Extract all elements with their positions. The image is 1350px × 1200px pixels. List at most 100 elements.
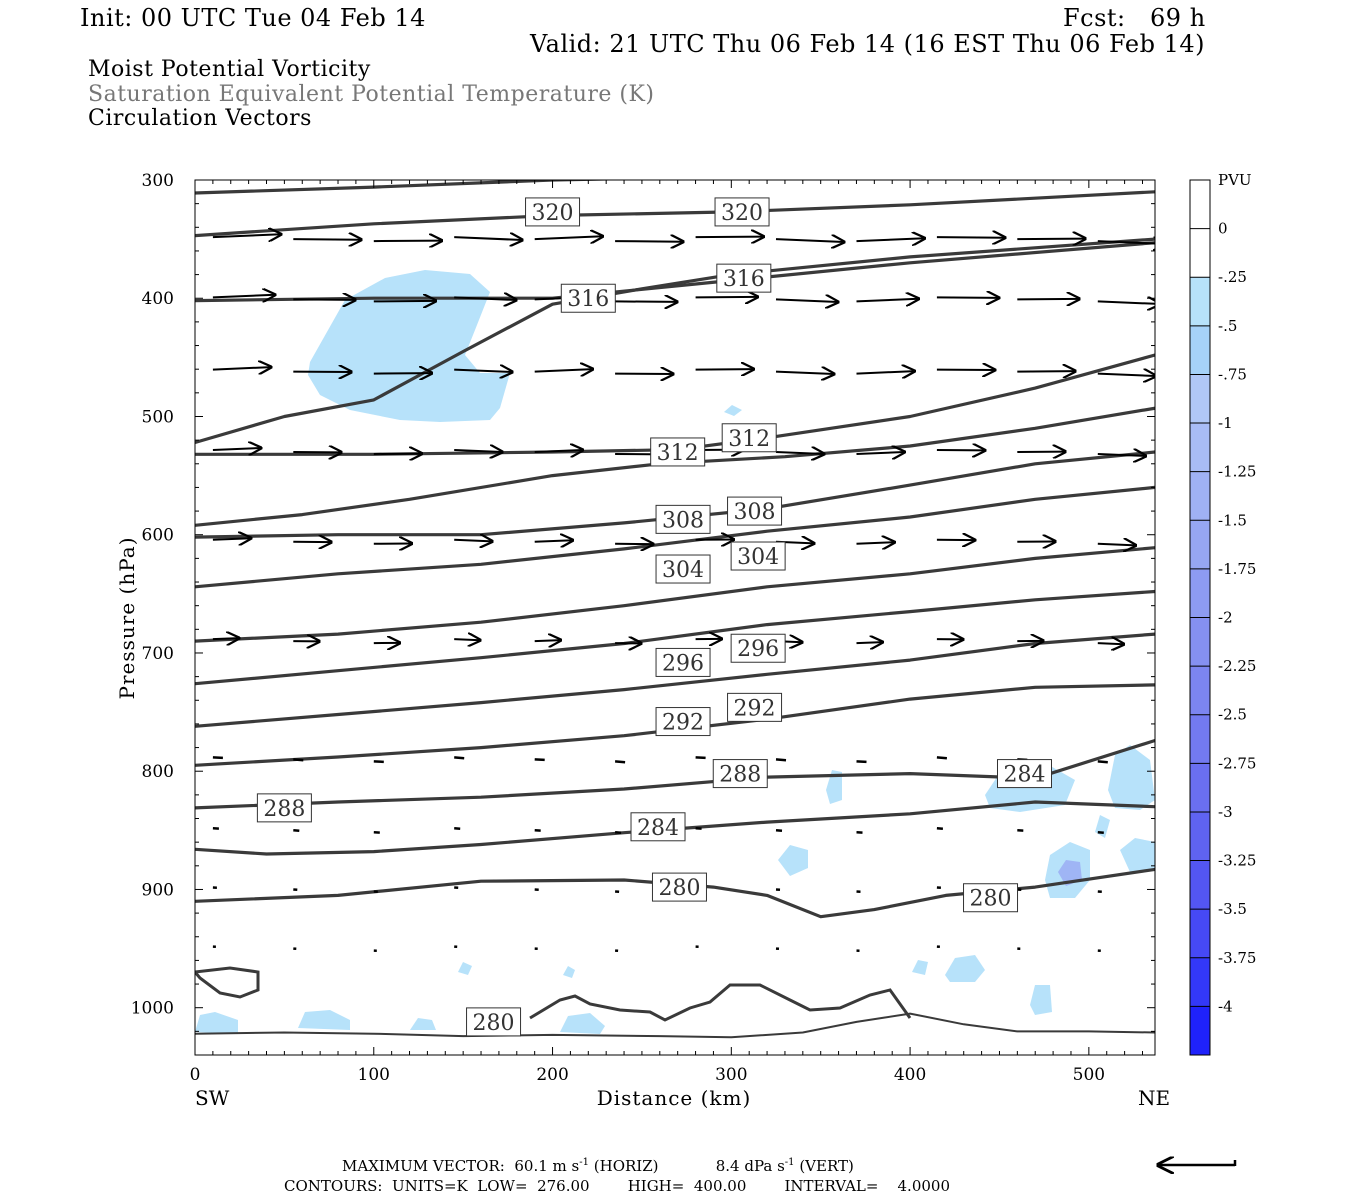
contour-label: 308 [655, 504, 711, 534]
colorbar-label: -3.5 [1218, 900, 1247, 918]
isentrope-contours [195, 180, 1155, 1039]
colorbar-swatch [1190, 374, 1210, 424]
contour-label-box [730, 633, 786, 663]
contour-label-text: 312 [657, 441, 699, 466]
contour-label: 312 [650, 437, 706, 467]
circulation-vector [1017, 371, 1075, 372]
contour-label-text: 316 [723, 267, 765, 292]
init-time: Init: 00 UTC Tue 04 Feb 14 [80, 4, 426, 32]
isentrope-line [195, 546, 1155, 643]
colorbar-label: -4 [1218, 997, 1233, 1015]
sw-label: SW [195, 1086, 230, 1110]
circulation-vector [856, 299, 919, 302]
contour-label-text: 320 [532, 201, 574, 226]
circulation-vector [1097, 544, 1136, 546]
circulation-vector [212, 295, 275, 298]
colorbar-swatch [1190, 909, 1210, 959]
circulation-vector [454, 639, 480, 640]
contour-label-box [466, 1007, 522, 1037]
circulation-vector [293, 299, 355, 300]
contour-label-text: 284 [637, 816, 679, 841]
circulation-vector [775, 239, 844, 242]
isentrope-line [195, 190, 1155, 238]
mpv-region-right-2 [1108, 745, 1155, 810]
circulation-vector [454, 827, 461, 831]
valid-time: Valid: 21 UTC Thu 06 Feb 14 (16 EST Thu … [530, 30, 1205, 58]
contour-label-box [630, 812, 686, 842]
isentrope-line [195, 589, 1155, 686]
mpv-region-bottom-1 [195, 1012, 238, 1034]
contour-label: 316 [560, 283, 616, 313]
contour-label-box [714, 197, 770, 227]
colorbar-label: -1.25 [1218, 463, 1256, 481]
surface-closed-contour [195, 966, 260, 999]
colorbar-swatch [1190, 520, 1210, 570]
x-tick-label: 300 [715, 1065, 747, 1085]
contour-label-box [655, 647, 711, 677]
circulation-vector [775, 372, 834, 374]
circulation-vector [534, 450, 583, 452]
colorbar-label: -.75 [1218, 365, 1247, 383]
circulation-vector [1097, 643, 1124, 644]
circulation-vector [856, 542, 895, 544]
axis-ticks: 300 400 500 600 700 800 900 1000 0 100 200 300 400 50… [131, 171, 1155, 1085]
horiz-exponent: -1 [579, 1157, 589, 1168]
ne-label: NE [1138, 1086, 1170, 1110]
circulation-vector [695, 237, 764, 238]
mpv-shading [195, 270, 1155, 1034]
circulation-vector [454, 450, 502, 452]
contour-label-box [655, 554, 711, 584]
isentrope-line [195, 180, 635, 195]
colorbar-label: -3.25 [1218, 852, 1256, 870]
circulation-vector [1097, 831, 1104, 835]
circulation-vector [534, 640, 561, 641]
colorbar-label: -3 [1218, 803, 1233, 821]
circulation-vector [614, 831, 622, 835]
contour-label: 308 [727, 496, 783, 526]
max-vector-label: MAXIMUM VECTOR: [342, 1157, 505, 1175]
circulation-vector [212, 756, 223, 760]
mpv-region-bottom-6 [563, 966, 575, 978]
mpv-region-bottom-3 [410, 1018, 436, 1030]
mpv-region-bottom-2 [298, 1010, 350, 1030]
circulation-vector [212, 367, 271, 370]
contour-label-text: 292 [662, 711, 704, 736]
contour-label-box [651, 872, 707, 902]
circulation-vector [856, 238, 925, 241]
circulation-vector [1097, 454, 1146, 456]
contour-label-box [655, 504, 711, 534]
y-tick-label: 800 [142, 762, 174, 782]
contour-label-text: 312 [728, 427, 770, 452]
circulation-vector [695, 369, 754, 370]
contour-label: 284 [996, 759, 1052, 789]
colorbar-swatch [1190, 957, 1210, 1007]
circulation-vector [373, 301, 436, 302]
contour-label-box [963, 883, 1019, 913]
contour-label-box [730, 541, 786, 571]
mpv-region-bottom-5 [458, 962, 472, 975]
mpv-region-mid-7 [1095, 815, 1110, 838]
circulation-vector [936, 827, 944, 831]
colorbar-label: -.5 [1218, 317, 1237, 335]
pvu-colorbar: 0 -.25 -.5 -.75 -1 -1.25 -1.5 -1.75 -2 -2.25 -2.5 -… [1189, 179, 1256, 1056]
circulation-vector [695, 756, 706, 760]
circulation-vector [856, 760, 867, 764]
colorbar-swatch [1190, 423, 1210, 473]
colorbar-swatch [1190, 714, 1210, 764]
contour-label: 280 [466, 1007, 522, 1037]
colorbar-swatch [1190, 228, 1210, 278]
isentrope-line [195, 1012, 1155, 1039]
contour-label: 292 [727, 692, 783, 722]
contour-label-text: 288 [719, 763, 761, 788]
colorbar-swatch [1190, 471, 1210, 521]
contour-label-text: 280 [970, 887, 1012, 912]
contour-label-text: 296 [737, 637, 779, 662]
contour-label-text: 308 [734, 500, 776, 525]
circulation-vector [775, 452, 824, 454]
circulation-vector [936, 297, 999, 298]
colorbar-label: -2.25 [1218, 657, 1256, 675]
colorbar-label: -1 [1218, 414, 1233, 432]
max-vert-value: 8.4 dPa s [715, 1157, 785, 1175]
circulation-vector [615, 760, 626, 764]
